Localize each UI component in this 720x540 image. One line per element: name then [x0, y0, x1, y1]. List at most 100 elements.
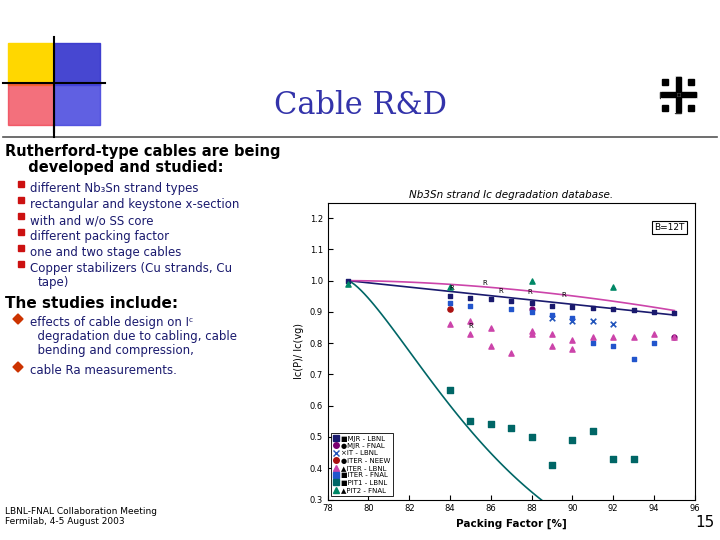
Bar — [8, 83, 54, 125]
ITER - LBNL — [464, 329, 476, 338]
ITER - LBNL — [648, 329, 660, 338]
PIT1 - LBNL — [485, 420, 497, 429]
ITER - FNAL — [567, 314, 578, 322]
Bar — [681, 91, 696, 99]
Bar — [681, 92, 696, 97]
Bar — [662, 105, 668, 111]
PIT2 - FNAL — [444, 282, 456, 291]
PIT1 - LBNL — [464, 417, 476, 426]
ITER - FNAL — [526, 308, 537, 316]
ITER - FNAL — [587, 339, 598, 348]
ITER - FNAL — [628, 354, 639, 363]
ITER - LBNL — [505, 348, 517, 357]
IT - LBNL — [546, 314, 558, 322]
Polygon shape — [13, 314, 23, 324]
PIT1 - LBNL — [567, 436, 578, 444]
Bar — [8, 43, 54, 85]
Text: rectangular and keystone x-section: rectangular and keystone x-section — [30, 198, 239, 211]
Text: developed and studied:: developed and studied: — [18, 160, 223, 175]
PIT1 - LBNL — [505, 423, 517, 432]
PIT2 - FNAL — [526, 276, 537, 285]
MJR - LBNL — [464, 294, 476, 302]
Bar — [54, 83, 100, 125]
MJR - LBNL — [587, 304, 598, 313]
Text: degradation due to cabling, cable: degradation due to cabling, cable — [30, 330, 237, 343]
MJR - LBNL — [444, 292, 456, 301]
Text: 15: 15 — [696, 515, 715, 530]
Text: R: R — [527, 289, 532, 295]
IT - LBNL — [587, 317, 598, 326]
Text: R: R — [499, 288, 503, 294]
Text: effects of cable design on Iᶜ: effects of cable design on Iᶜ — [30, 316, 194, 329]
Text: bending and compression,: bending and compression, — [30, 344, 194, 357]
ITER - LBNL — [485, 323, 497, 332]
Text: LBNL-FNAL Collaboration Meeting
Fermilab, 4-5 August 2003: LBNL-FNAL Collaboration Meeting Fermilab… — [5, 507, 157, 526]
MJR - LBNL — [669, 309, 680, 318]
Bar — [675, 77, 681, 113]
ITER - LBNL — [567, 345, 578, 354]
ITER - LBNL — [546, 342, 558, 350]
ITER - LBNL — [464, 317, 476, 326]
Bar — [18, 213, 24, 219]
Legend: ■MJR - LBNL, ●MJR - FNAL, ×IT - LBNL, ●ITER - NEEW, ▲ITER - LBNL, ■ITER - FNAL, : ■MJR - LBNL, ●MJR - FNAL, ×IT - LBNL, ●I… — [331, 433, 393, 496]
MJR - LBNL — [485, 295, 497, 303]
IT - LBNL — [567, 317, 578, 326]
ITER - LBNL — [608, 333, 619, 341]
PIT1 - LBNL — [444, 386, 456, 394]
MJR - FNAL — [669, 333, 680, 341]
Bar — [18, 181, 24, 187]
Bar — [674, 97, 682, 112]
ITER - FNAL — [648, 339, 660, 348]
Text: Rutherford-type cables are being: Rutherford-type cables are being — [5, 144, 281, 159]
Bar — [688, 105, 694, 111]
Bar — [661, 92, 676, 97]
Text: tape): tape) — [38, 276, 69, 289]
ITER - LBNL — [669, 333, 680, 341]
Text: with and w/o SS core: with and w/o SS core — [30, 214, 153, 227]
ITER - LBNL — [587, 333, 598, 341]
ITER - LBNL — [546, 329, 558, 338]
Bar — [18, 245, 24, 251]
PIT1 - LBNL — [608, 455, 619, 463]
PIT1 - LBNL — [546, 461, 558, 469]
ITER - FNAL — [505, 305, 517, 313]
Bar — [688, 79, 694, 85]
MJR - LBNL — [567, 303, 578, 312]
ITER - FNAL — [444, 298, 456, 307]
Y-axis label: Ic(P)/ Ic(vg): Ic(P)/ Ic(vg) — [294, 323, 304, 379]
ITER - LBNL — [526, 329, 537, 338]
Bar — [18, 261, 24, 267]
MJR - LBNL — [546, 301, 558, 310]
Text: Cable R&D: Cable R&D — [274, 90, 446, 120]
Bar — [676, 97, 681, 112]
MJR - FNAL — [526, 305, 537, 313]
MJR - LBNL — [342, 276, 354, 285]
ITER - LBNL — [485, 342, 497, 350]
MJR - LBNL — [648, 308, 660, 316]
ITER - LBNL — [628, 333, 639, 341]
Text: R: R — [450, 285, 454, 291]
Text: different Nb₃Sn strand types: different Nb₃Sn strand types — [30, 182, 199, 195]
PIT2 - FNAL — [342, 280, 354, 288]
ITER - FNAL — [608, 342, 619, 350]
MJR - LBNL — [505, 296, 517, 305]
Bar — [54, 43, 100, 85]
Text: one and two stage cables: one and two stage cables — [30, 246, 181, 259]
Text: cable Ra measurements.: cable Ra measurements. — [30, 364, 177, 377]
ITER - FNAL — [464, 301, 476, 310]
Text: R: R — [468, 323, 473, 329]
ITER - NEEW — [444, 305, 456, 313]
Polygon shape — [13, 362, 23, 372]
Text: Copper stabilizers (Cu strands, Cu: Copper stabilizers (Cu strands, Cu — [30, 262, 232, 275]
ITER - LBNL — [567, 336, 578, 345]
Bar — [661, 91, 676, 99]
IT - LBNL — [608, 320, 619, 329]
Bar — [674, 77, 682, 92]
Text: different packing factor: different packing factor — [30, 230, 169, 243]
ITER - LBNL — [444, 320, 456, 329]
Text: B=12T: B=12T — [654, 223, 685, 232]
Bar — [660, 92, 696, 98]
Text: Nb3Sn strand Ic degradation database.: Nb3Sn strand Ic degradation database. — [409, 190, 613, 200]
ITER - FNAL — [546, 310, 558, 319]
PIT1 - LBNL — [628, 455, 639, 463]
